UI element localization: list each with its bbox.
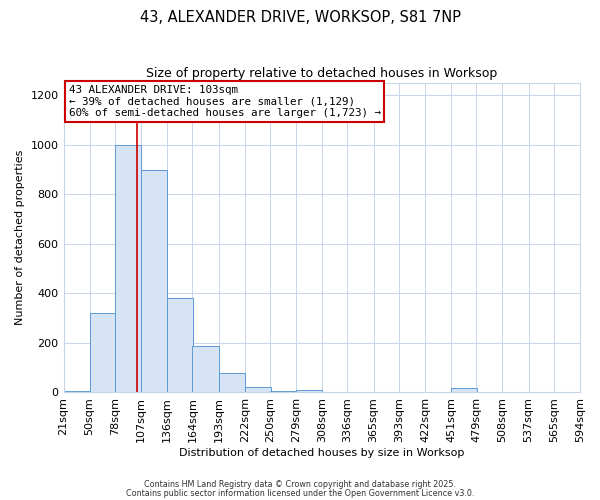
Title: Size of property relative to detached houses in Worksop: Size of property relative to detached ho… (146, 68, 497, 80)
Bar (245, 386, 271, 392)
Bar (270, 390, 296, 392)
Bar (167, 298, 193, 392)
Bar (89, 313, 116, 392)
Bar (296, 390, 322, 392)
Text: Contains public sector information licensed under the Open Government Licence v3: Contains public sector information licen… (126, 488, 474, 498)
Bar (218, 374, 245, 392)
Y-axis label: Number of detached properties: Number of detached properties (15, 150, 25, 325)
Bar (141, 170, 167, 392)
Bar (64, 390, 89, 392)
Bar (115, 145, 141, 392)
Text: Contains HM Land Registry data © Crown copyright and database right 2025.: Contains HM Land Registry data © Crown c… (144, 480, 456, 489)
Bar (193, 346, 218, 392)
Text: 43 ALEXANDER DRIVE: 103sqm
← 39% of detached houses are smaller (1,129)
60% of s: 43 ALEXANDER DRIVE: 103sqm ← 39% of deta… (69, 84, 381, 118)
Text: 43, ALEXANDER DRIVE, WORKSOP, S81 7NP: 43, ALEXANDER DRIVE, WORKSOP, S81 7NP (139, 10, 461, 25)
X-axis label: Distribution of detached houses by size in Worksop: Distribution of detached houses by size … (179, 448, 464, 458)
Bar (451, 388, 477, 392)
